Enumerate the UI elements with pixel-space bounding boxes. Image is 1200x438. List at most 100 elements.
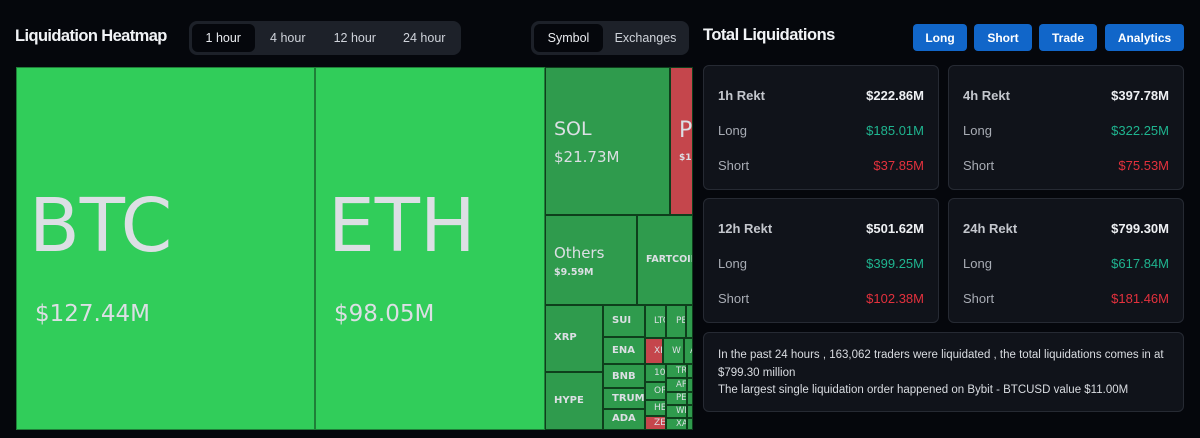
cell-symbol: W — [672, 346, 681, 356]
treemap-cell-ltc[interactable]: LTC — [645, 305, 666, 338]
cell-symbol: HYPE — [554, 395, 584, 406]
cell-symbol: Others — [554, 244, 605, 262]
treemap-cell-btc[interactable]: BTC $127.44M — [16, 67, 315, 430]
treemap-cell-bnb[interactable]: BNB — [603, 364, 645, 388]
cell-symbol: TR — [676, 366, 687, 376]
liquidation-treemap: BTC $127.44M ETH $98.05M SOL $21.73M P $… — [16, 67, 693, 430]
cell-symbol: SOL — [554, 118, 592, 140]
cell-symbol: ZE — [654, 418, 666, 428]
short-button[interactable]: Short — [974, 24, 1032, 51]
treemap-cell-op[interactable]: OP — [645, 382, 666, 400]
treemap-cell-fartcoin[interactable]: FARTCOIN — [637, 215, 693, 305]
tab-24-hour[interactable]: 24 hour — [403, 31, 446, 45]
tab-12-hour[interactable]: 12 hour — [333, 31, 376, 45]
tab-1-hour[interactable]: 1 hour — [192, 24, 255, 52]
treemap-cell-sui[interactable]: SUI — [603, 305, 645, 337]
treemap-cell-others[interactable]: Others $9.59M — [545, 215, 637, 305]
treemap-cell-tr[interactable]: TR — [666, 364, 687, 378]
long-label: Long — [963, 123, 992, 138]
view-tabs: Symbol Exchanges — [531, 21, 689, 55]
treemap-cell-small[interactable] — [687, 405, 693, 418]
card-total: $397.78M — [1111, 88, 1169, 103]
treemap-cell-trump[interactable]: TRUMP — [603, 388, 645, 409]
short-label: Short — [963, 291, 995, 306]
time-range-tabs: 1 hour 4 hour 12 hour 24 hour — [189, 21, 461, 55]
short-label: Short — [718, 291, 750, 306]
cell-symbol: XI — [654, 346, 663, 356]
treemap-cell-small[interactable] — [687, 392, 693, 405]
heatmap-title: Liquidation Heatmap — [15, 27, 167, 45]
long-button[interactable]: Long — [913, 24, 967, 51]
cell-symbol: SUI — [612, 315, 632, 326]
cell-symbol: BNB — [612, 371, 636, 382]
long-value: $185.01M — [866, 123, 924, 138]
long-value: $399.25M — [866, 256, 924, 271]
treemap-cell-wi[interactable]: WI — [666, 405, 687, 418]
card-24h-rekt: 24h Rekt $799.30M Long $617.84M Short $181.… — [948, 198, 1184, 323]
treemap-cell-hype[interactable]: HYPE — [545, 372, 603, 430]
treemap-cell-pe[interactable]: PE — [666, 305, 686, 338]
treemap-cell-xrp[interactable]: XRP — [545, 305, 603, 372]
long-label: Long — [718, 256, 747, 271]
trade-button[interactable]: Trade — [1039, 24, 1097, 51]
liquidation-summary: In the past 24 hours , 163,062 traders w… — [703, 332, 1184, 412]
card-label: 24h Rekt — [963, 221, 1018, 236]
treemap-cell-small[interactable] — [686, 305, 693, 338]
card-12h-rekt: 12h Rekt $501.62M Long $399.25M Short $102.… — [703, 198, 939, 323]
cell-value: $21.73M — [554, 148, 620, 166]
cell-value: $127.44M — [35, 301, 150, 327]
treemap-cell-ada[interactable]: ADA — [603, 409, 645, 430]
card-total: $799.30M — [1111, 221, 1169, 236]
cell-symbol: HE — [654, 403, 666, 413]
short-value: $75.53M — [1118, 158, 1169, 173]
short-value: $102.38M — [866, 291, 924, 306]
short-label: Short — [963, 158, 995, 173]
treemap-cell-small[interactable] — [687, 378, 693, 392]
treemap-cell-a[interactable]: A — [684, 338, 693, 364]
treemap-cell-small[interactable] — [687, 418, 693, 430]
tab-4-hour[interactable]: 4 hour — [270, 31, 306, 45]
cell-value: $11 — [679, 153, 692, 163]
treemap-cell-10[interactable]: 10 — [645, 364, 666, 382]
treemap-cell-he[interactable]: HE — [645, 400, 666, 416]
treemap-cell-xi[interactable]: XI — [645, 338, 663, 364]
short-value: $37.85M — [873, 158, 924, 173]
treemap-cell-pe-2[interactable]: PE — [666, 392, 687, 405]
short-label: Short — [718, 158, 750, 173]
cell-symbol: OP — [654, 386, 666, 396]
treemap-cell-sol[interactable]: SOL $21.73M — [545, 67, 670, 215]
summary-line-2: The largest single liquidation order hap… — [718, 384, 1129, 396]
cell-symbol: FARTCOIN — [646, 254, 692, 265]
tab-exchanges[interactable]: Exchanges — [614, 31, 677, 45]
treemap-cell-p[interactable]: P $11 — [670, 67, 693, 215]
cell-symbol: WI — [676, 406, 687, 416]
cell-symbol: A — [690, 346, 692, 356]
total-liquidations-title: Total Liquidations — [703, 26, 835, 44]
cell-symbol: P — [679, 118, 693, 143]
cell-value: $9.59M — [554, 267, 594, 278]
card-label: 1h Rekt — [718, 88, 765, 103]
cell-symbol: TRUMP — [612, 393, 645, 404]
long-label: Long — [718, 123, 747, 138]
long-label: Long — [963, 256, 992, 271]
long-value: $617.84M — [1111, 256, 1169, 271]
treemap-cell-af[interactable]: AF — [666, 378, 687, 392]
cell-symbol: AF — [676, 380, 687, 390]
card-total: $501.62M — [866, 221, 924, 236]
treemap-cell-small[interactable] — [687, 364, 693, 378]
card-4h-rekt: 4h Rekt $397.78M Long $322.25M Short $75.53… — [948, 65, 1184, 190]
treemap-cell-w[interactable]: W — [663, 338, 684, 364]
long-value: $322.25M — [1111, 123, 1169, 138]
short-value: $181.46M — [1111, 291, 1169, 306]
treemap-cell-ena[interactable]: ENA — [603, 337, 645, 364]
cell-symbol: XRP — [554, 332, 577, 343]
tab-symbol[interactable]: Symbol — [534, 24, 603, 52]
card-label: 12h Rekt — [718, 221, 773, 236]
analytics-button[interactable]: Analytics — [1105, 24, 1184, 51]
treemap-cell-ze[interactable]: ZE — [645, 416, 666, 430]
treemap-cell-xa[interactable]: XA — [666, 418, 687, 430]
cell-symbol: LTC — [654, 316, 665, 326]
summary-line-1: In the past 24 hours , 163,062 traders w… — [718, 349, 1164, 379]
treemap-cell-eth[interactable]: ETH $98.05M — [315, 67, 545, 430]
